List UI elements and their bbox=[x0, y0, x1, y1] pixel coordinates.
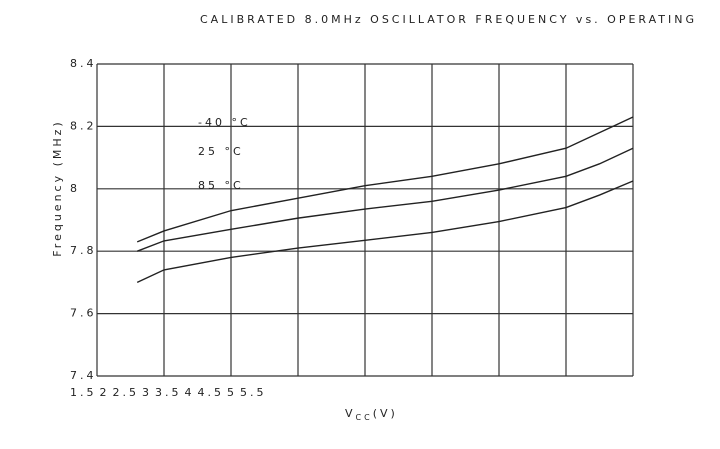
x-tick-label: 5 bbox=[227, 386, 237, 399]
x-axis-label: VCC(V) bbox=[345, 407, 398, 422]
x-label-main: V bbox=[345, 407, 356, 420]
y-tick-label: 8.4 bbox=[70, 57, 97, 70]
x-tick-label: 4.5 bbox=[198, 386, 225, 399]
y-tick-label: 8.2 bbox=[70, 119, 97, 132]
x-tick-label: 1.5 bbox=[70, 386, 97, 399]
legend-label: 85 °C bbox=[198, 179, 244, 192]
chart-title: CALIBRATED 8.0MHz OSCILLATOR FREQUENCY v… bbox=[200, 13, 697, 26]
x-tick-label: 5.5 bbox=[240, 386, 267, 399]
series-line bbox=[136, 180, 634, 284]
y-axis-label: Frequency (MHz) bbox=[51, 119, 64, 256]
y-tick-label: 7.6 bbox=[70, 307, 97, 320]
x-tick-label: 2 bbox=[100, 386, 110, 399]
y-tick-label: 7.8 bbox=[70, 244, 97, 257]
x-tick-label: 4 bbox=[185, 386, 195, 399]
x-label-unit: (V) bbox=[373, 407, 398, 420]
y-tick-label: 8 bbox=[70, 182, 80, 195]
x-tick-label: 2.5 bbox=[113, 386, 140, 399]
legend-label: -40 °C bbox=[198, 116, 251, 129]
series-line bbox=[136, 147, 634, 252]
series-line bbox=[136, 116, 634, 243]
x-label-sub: CC bbox=[356, 413, 373, 422]
y-tick-label: 7.4 bbox=[70, 369, 97, 382]
legend-label: 25 °C bbox=[198, 145, 244, 158]
x-tick-label: 3.5 bbox=[155, 386, 182, 399]
x-tick-label: 3 bbox=[142, 386, 152, 399]
